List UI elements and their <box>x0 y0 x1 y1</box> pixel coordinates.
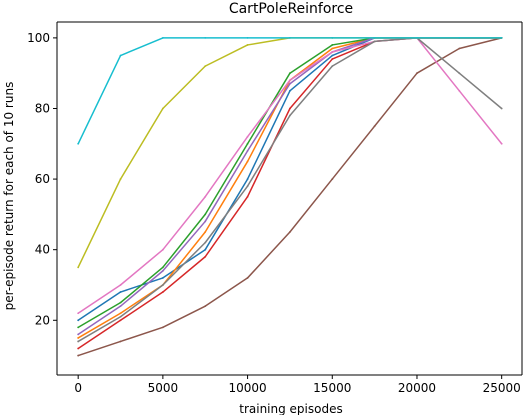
series-7-point <box>500 142 503 145</box>
series-10-point <box>500 36 503 39</box>
y-tick-label: 100 <box>27 31 50 45</box>
series-7-point <box>289 79 291 82</box>
series-5-point <box>204 220 207 223</box>
series-9-point <box>77 266 80 269</box>
series-2-point <box>331 47 334 50</box>
series-3-point <box>204 213 207 216</box>
series-10-point <box>246 36 249 39</box>
series-6-point <box>373 125 376 128</box>
series-7-point <box>77 312 80 315</box>
series-6-point <box>119 340 122 343</box>
series-6-point <box>416 72 418 75</box>
series-6-point <box>331 178 334 180</box>
x-tick-label: 5000 <box>148 381 179 395</box>
series-5-point <box>289 82 291 85</box>
series-3-point <box>289 72 291 75</box>
series-10-point <box>289 36 291 39</box>
series-5-point <box>246 149 249 152</box>
series-1-point <box>161 277 164 279</box>
series-4-point <box>331 58 334 60</box>
series-7-point <box>161 248 164 251</box>
series-2-point <box>119 312 122 315</box>
series-1-point <box>289 89 291 92</box>
series-8-point <box>119 315 122 318</box>
series-6-point <box>458 47 461 50</box>
y-tick-label: 40 <box>35 243 50 257</box>
data-traces <box>77 36 503 357</box>
series-8-point <box>161 284 164 286</box>
series-4-point <box>246 195 249 198</box>
series-8-point <box>77 340 80 343</box>
series-10-point <box>161 36 164 39</box>
series-10-point <box>373 36 376 39</box>
series-3-point <box>246 142 249 145</box>
series-6-point <box>289 231 291 233</box>
series-6-point <box>77 354 80 357</box>
series-1-point <box>246 178 249 180</box>
series-5-point <box>119 305 122 308</box>
series-7-point <box>246 135 249 138</box>
series-7-point <box>458 89 461 92</box>
series-10-point <box>204 36 207 39</box>
x-tick-label: 10000 <box>228 381 266 395</box>
series-10-point <box>331 36 334 39</box>
series-6-point <box>246 277 249 279</box>
series-9-point <box>119 178 122 180</box>
series-9-point <box>204 65 207 68</box>
series-2-point <box>77 337 80 339</box>
series-3-point <box>119 301 122 304</box>
y-tick-label: 60 <box>35 172 50 186</box>
series-5-point <box>77 333 80 336</box>
series-3-point <box>331 44 334 46</box>
series-4-point <box>289 107 291 110</box>
series-10-point <box>77 142 80 145</box>
x-tick-label: 25000 <box>483 381 521 395</box>
series-9-point <box>161 107 164 110</box>
x-axis-label: training episodes <box>239 402 342 415</box>
series-1-point <box>331 54 334 57</box>
y-tick-label: 20 <box>35 313 50 327</box>
y-axis-label: per-episode return for each of 10 runs <box>2 82 16 311</box>
series-7-point <box>204 195 207 198</box>
series-1-point <box>204 248 207 251</box>
series-3-point <box>161 266 164 269</box>
series-10-point <box>416 36 418 39</box>
chart-title: CartPoleReinforce <box>229 1 353 17</box>
x-tick-label: 15000 <box>313 381 351 395</box>
series-6-point <box>161 326 164 329</box>
series-3-point <box>77 326 80 329</box>
series-8-point <box>204 241 207 244</box>
series-9-point <box>246 44 249 46</box>
series-4-point <box>119 319 122 322</box>
series-10-point <box>458 36 461 39</box>
series-8-point <box>373 40 376 43</box>
series-10-point <box>119 54 122 57</box>
axes: 0 5000 10000 15000 20000 25000 20 40 60 80 100 <box>27 21 523 395</box>
series-4-point <box>77 347 80 350</box>
series-2-point <box>246 160 249 163</box>
series-1-point <box>77 319 80 322</box>
series-8-point <box>458 72 461 75</box>
series-6-point <box>204 305 207 308</box>
series-8-point <box>331 65 334 68</box>
series-4-point <box>161 291 164 293</box>
series-7-point <box>119 284 122 286</box>
y-tick-label: 80 <box>35 101 50 115</box>
series-1-point <box>119 291 122 293</box>
x-tick-label: 0 <box>74 381 82 395</box>
series-8-point <box>289 114 291 117</box>
series-2-point <box>204 231 207 233</box>
series-4-point <box>204 255 207 258</box>
series-5-point <box>161 269 164 272</box>
x-tick-label: 20000 <box>398 381 436 395</box>
series-7-point <box>331 51 334 53</box>
series-8-point <box>500 107 503 110</box>
series-8-point <box>246 185 249 188</box>
